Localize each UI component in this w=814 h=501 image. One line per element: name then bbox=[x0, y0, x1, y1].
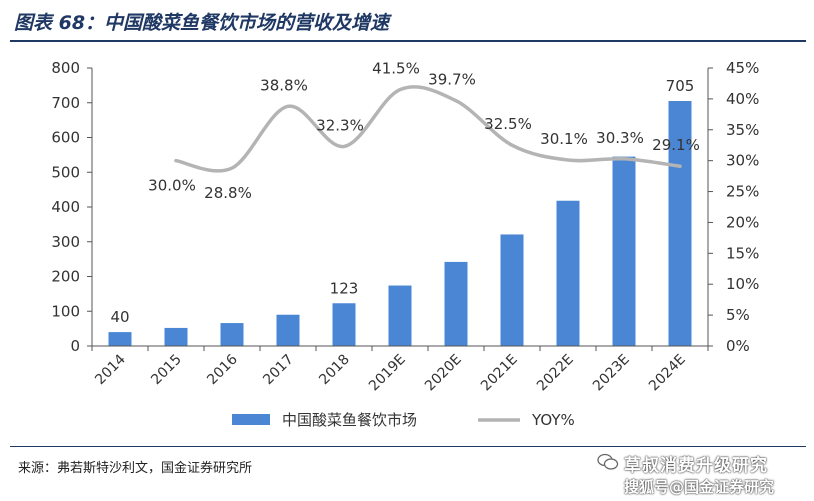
line-series: 30.0% 28.8% 38.8% 32.3% 41.5% 39.7% 32.5% 30.1%… bbox=[148, 60, 700, 202]
bar bbox=[444, 261, 468, 346]
bar bbox=[668, 101, 692, 346]
right-tick-label: 20% bbox=[726, 213, 759, 231]
bar bbox=[164, 327, 188, 346]
bar bbox=[388, 285, 412, 346]
yoy-data-label: 30.3% bbox=[596, 129, 644, 147]
left-tick-label: 800 bbox=[51, 59, 80, 77]
chat-bubble-icon bbox=[597, 453, 619, 470]
right-axis: 0% 5% 10% 15% 20% 25% 30% 35% 40% 45% bbox=[707, 59, 759, 355]
bar bbox=[612, 156, 636, 346]
left-tick-label: 0 bbox=[70, 337, 80, 355]
x-tick-label: 2021E bbox=[478, 352, 521, 395]
left-tick-label: 100 bbox=[51, 302, 80, 320]
left-tick-label: 400 bbox=[51, 198, 80, 216]
right-tick-label: 40% bbox=[726, 90, 759, 108]
x-axis: 2014 2015 2016 2017 2018 2019E 2020E 2021E 2022E… bbox=[91, 345, 709, 395]
right-tick-label: 45% bbox=[726, 59, 759, 77]
source-note: 来源：弗若斯特沙利文，国金证券研究所 bbox=[18, 461, 253, 476]
chart: 0 100 200 300 400 500 600 700 800 0% 5% 10% 15% 20% 2… bbox=[51, 59, 759, 429]
x-tick-label: 2016 bbox=[204, 351, 241, 388]
watermark-line2: 搜狐号@国金证券研究 bbox=[624, 478, 775, 496]
bar-data-label: 705 bbox=[666, 77, 695, 95]
right-tick-label: 5% bbox=[726, 306, 750, 324]
yoy-data-label: 41.5% bbox=[372, 60, 420, 78]
bar-data-label: 40 bbox=[110, 308, 129, 326]
legend-line-label: YOY% bbox=[531, 411, 575, 429]
x-tick-label: 2023E bbox=[590, 352, 633, 395]
left-axis: 0 100 200 300 400 500 600 700 800 bbox=[51, 59, 93, 355]
right-tick-label: 25% bbox=[726, 183, 759, 201]
title-rule bbox=[10, 40, 806, 42]
left-tick-label: 600 bbox=[51, 129, 80, 147]
right-tick-label: 10% bbox=[726, 275, 759, 293]
right-tick-label: 15% bbox=[726, 244, 759, 262]
x-tick-label: 2022E bbox=[534, 352, 577, 395]
title-bar: 图表 68：中国酸菜鱼餐饮市场的营收及增速 bbox=[0, 0, 814, 44]
source-rule bbox=[10, 446, 806, 447]
bar-data-label: 123 bbox=[330, 279, 359, 297]
x-tick-label: 2018 bbox=[316, 352, 353, 389]
yoy-data-label: 32.5% bbox=[484, 115, 532, 133]
bar-series: 40 123 705 bbox=[108, 77, 695, 346]
yoy-data-label: 30.0% bbox=[148, 177, 196, 195]
yoy-data-label: 32.3% bbox=[316, 116, 364, 134]
x-tick-label: 2019E bbox=[366, 352, 409, 395]
yoy-data-label: 39.7% bbox=[428, 71, 476, 89]
right-tick-label: 30% bbox=[726, 152, 759, 170]
left-tick-label: 500 bbox=[51, 163, 80, 181]
x-tick-label: 2015 bbox=[148, 352, 185, 389]
left-tick-label: 300 bbox=[51, 233, 80, 251]
chart-title: 图表 68：中国酸菜鱼餐饮市场的营收及增速 bbox=[14, 12, 390, 34]
legend: 中国酸菜鱼餐饮市场 YOY% bbox=[232, 411, 575, 429]
legend-bar-swatch bbox=[232, 414, 270, 425]
bar bbox=[500, 234, 524, 346]
yoy-data-label: 30.1% bbox=[540, 130, 588, 148]
bar bbox=[276, 314, 300, 346]
bar bbox=[556, 200, 580, 346]
legend-bar-label: 中国酸菜鱼餐饮市场 bbox=[282, 411, 417, 429]
right-tick-label: 0% bbox=[726, 337, 750, 355]
left-tick-label: 200 bbox=[51, 268, 80, 286]
bar bbox=[220, 323, 244, 346]
yoy-data-label: 38.8% bbox=[260, 76, 308, 94]
right-tick-label: 35% bbox=[726, 121, 759, 139]
x-tick-label: 2014 bbox=[92, 351, 129, 388]
left-tick-label: 700 bbox=[51, 94, 80, 112]
watermark-line1: 草叔消费升级研究 bbox=[624, 456, 768, 476]
yoy-data-label: 29.1% bbox=[652, 136, 700, 154]
yoy-line bbox=[174, 85, 682, 173]
bar bbox=[332, 303, 356, 346]
x-tick-label: 2020E bbox=[422, 352, 465, 395]
x-tick-label: 2024E bbox=[646, 352, 689, 395]
x-tick-label: 2017 bbox=[260, 352, 297, 389]
bar bbox=[108, 332, 132, 346]
yoy-data-label: 28.8% bbox=[204, 184, 252, 202]
